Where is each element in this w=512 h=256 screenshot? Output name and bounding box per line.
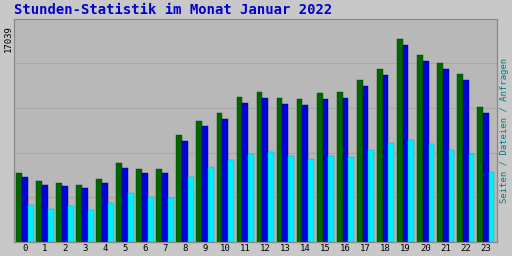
- Bar: [468, 154, 475, 242]
- Bar: [197, 121, 202, 242]
- Y-axis label: Seiten / Dateien / Anfragen: Seiten / Dateien / Anfragen: [500, 58, 508, 203]
- Bar: [56, 183, 62, 242]
- Bar: [268, 152, 274, 242]
- Bar: [348, 157, 354, 242]
- Bar: [157, 169, 162, 242]
- Bar: [323, 99, 328, 242]
- Bar: [429, 144, 434, 242]
- Bar: [343, 98, 348, 242]
- Bar: [116, 163, 122, 242]
- Bar: [242, 103, 248, 242]
- Bar: [423, 61, 429, 242]
- Bar: [263, 98, 268, 242]
- Bar: [88, 210, 94, 242]
- Bar: [369, 150, 374, 242]
- Bar: [188, 177, 194, 242]
- Bar: [48, 209, 54, 242]
- Bar: [303, 105, 308, 242]
- Bar: [402, 45, 409, 242]
- Bar: [296, 99, 303, 242]
- Bar: [488, 172, 495, 242]
- Bar: [142, 173, 148, 242]
- Bar: [96, 179, 102, 242]
- Bar: [449, 150, 454, 242]
- Bar: [136, 169, 142, 242]
- Bar: [177, 135, 182, 242]
- Bar: [122, 168, 128, 242]
- Bar: [288, 156, 294, 242]
- Bar: [397, 39, 402, 242]
- Bar: [148, 197, 154, 242]
- Bar: [36, 181, 42, 242]
- Bar: [483, 113, 488, 242]
- Bar: [477, 107, 483, 242]
- Bar: [409, 140, 414, 242]
- Bar: [389, 143, 394, 242]
- Bar: [362, 86, 369, 242]
- Bar: [76, 185, 82, 242]
- Bar: [317, 93, 323, 242]
- Bar: [257, 92, 263, 242]
- Bar: [16, 173, 22, 242]
- Bar: [208, 167, 214, 242]
- Bar: [168, 198, 174, 242]
- Bar: [437, 63, 443, 242]
- Text: Stunden-Statistik im Monat Januar 2022: Stunden-Statistik im Monat Januar 2022: [14, 4, 332, 17]
- Bar: [42, 185, 48, 242]
- Bar: [328, 156, 334, 242]
- Bar: [28, 205, 34, 242]
- Bar: [82, 188, 88, 242]
- Bar: [377, 69, 382, 242]
- Bar: [217, 113, 222, 242]
- Bar: [443, 69, 449, 242]
- Bar: [237, 97, 242, 242]
- Bar: [62, 186, 68, 242]
- Bar: [276, 98, 283, 242]
- Bar: [182, 141, 188, 242]
- Bar: [108, 203, 114, 242]
- Bar: [202, 126, 208, 242]
- Bar: [283, 104, 288, 242]
- Bar: [382, 75, 389, 242]
- Bar: [162, 173, 168, 242]
- Bar: [457, 74, 463, 242]
- Bar: [128, 193, 134, 242]
- Bar: [248, 154, 254, 242]
- Bar: [102, 183, 108, 242]
- Bar: [22, 177, 28, 242]
- Bar: [357, 80, 362, 242]
- Bar: [337, 92, 343, 242]
- Bar: [308, 159, 314, 242]
- Bar: [68, 206, 74, 242]
- Bar: [228, 160, 234, 242]
- Bar: [463, 80, 468, 242]
- Bar: [222, 119, 228, 242]
- Bar: [417, 55, 423, 242]
